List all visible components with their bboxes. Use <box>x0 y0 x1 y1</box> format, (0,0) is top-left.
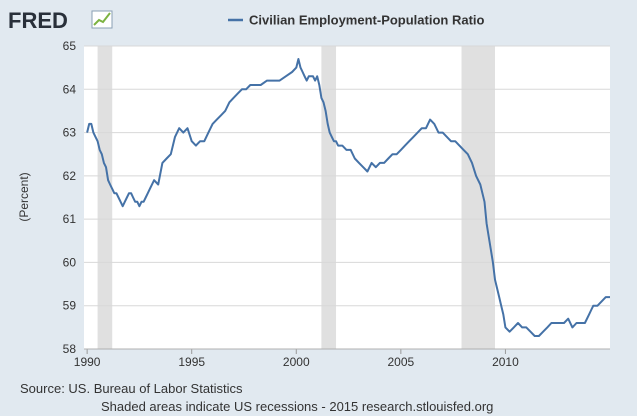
fred-logo-graph-icon <box>91 10 113 29</box>
y-tick-label: 60 <box>63 255 77 269</box>
x-tick-label: 2005 <box>388 355 415 369</box>
y-tick-label: 62 <box>63 169 77 183</box>
x-axis-ticks: 1990 1995 2000 2005 2010 <box>74 349 519 369</box>
y-axis-ticks: 58 59 60 61 62 63 64 65 <box>63 39 77 356</box>
y-tick-label: 65 <box>63 39 77 53</box>
legend-label: Civilian Employment-Population Ratio <box>249 13 485 28</box>
y-tick-label: 61 <box>63 212 77 226</box>
y-tick-label: 59 <box>63 299 77 313</box>
recession-band-1 <box>97 46 113 349</box>
x-tick-label: 1995 <box>178 355 205 369</box>
y-tick-label: 58 <box>63 342 77 356</box>
gridlines <box>84 45 610 307</box>
x-tick-label: 2010 <box>492 355 519 369</box>
y-axis-label: (Percent) <box>17 172 31 221</box>
recession-band-2 <box>321 46 337 349</box>
source-note: Source: US. Bureau of Labor Statistics <box>20 381 243 396</box>
x-tick-label: 2000 <box>283 355 310 369</box>
y-tick-label: 64 <box>63 82 77 96</box>
fred-logo[interactable]: FRED <box>8 8 113 33</box>
fred-logo-text: FRED <box>8 8 68 33</box>
chart-legend: Civilian Employment-Population Ratio <box>228 13 485 28</box>
series-line <box>86 58 610 337</box>
recession-shading <box>97 46 495 349</box>
plot-area <box>84 46 610 349</box>
recession-band-3 <box>461 46 495 349</box>
recession-note: Shaded areas indicate US recessions - 20… <box>101 399 493 414</box>
y-tick-label: 63 <box>63 126 77 140</box>
x-tick-label: 1990 <box>74 355 101 369</box>
